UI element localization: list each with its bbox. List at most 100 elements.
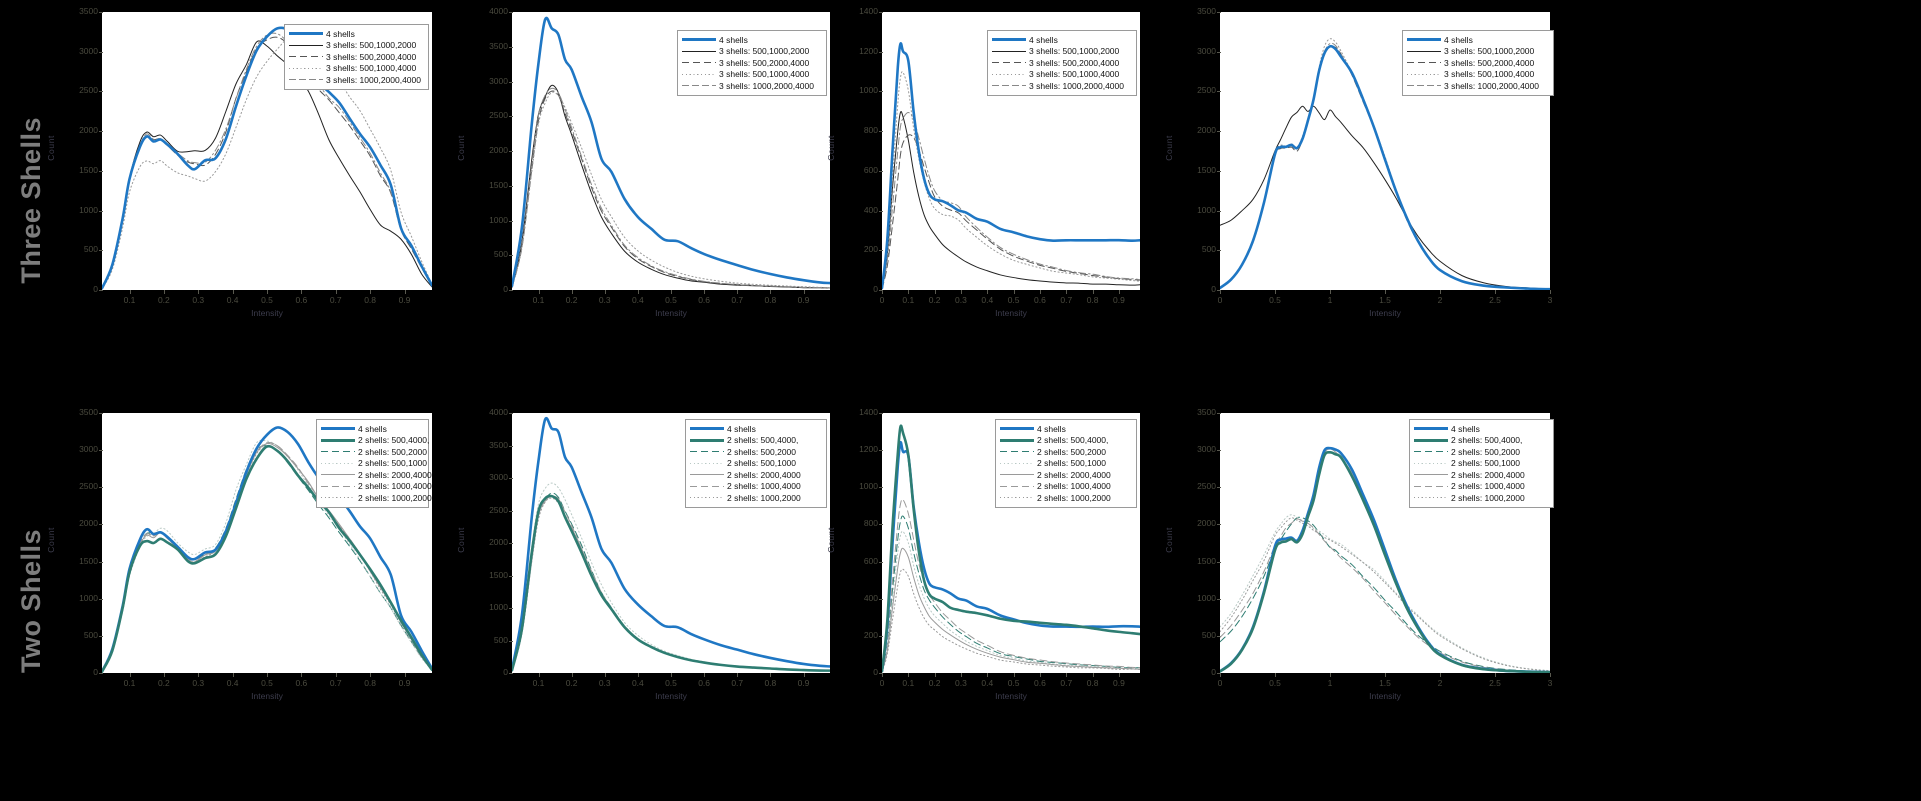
legend-item-label: 2 shells: 500,4000, <box>727 435 799 446</box>
legend-item[interactable]: 4 shells <box>682 34 821 46</box>
legend-item[interactable]: 2 shells: 2000,4000 <box>1000 469 1131 481</box>
legend-item[interactable]: 2 shells: 2000,4000 <box>1414 469 1548 481</box>
legend-item[interactable]: 3 shells: 500,1000,2000 <box>992 46 1131 58</box>
legend-item[interactable]: 3 shells: 500,1000,2000 <box>1407 46 1548 58</box>
x-axis-tick-mark <box>129 290 131 294</box>
panel-6: 0 500 1000 1500 2000 2500 3000 3500 4000 0.1 0.2 0.… <box>456 401 870 801</box>
legend-item-label: 3 shells: 1000,2000,4000 <box>719 80 814 91</box>
legend-item[interactable]: 2 shells: 2000,4000 <box>321 469 432 481</box>
legend-item[interactable]: 4 shells <box>321 423 423 435</box>
legend-item[interactable]: 3 shells: 500,2000,4000 <box>1407 57 1548 69</box>
legend-item[interactable]: 3 shells: 500,1000,4000 <box>1407 69 1548 81</box>
legend-item[interactable]: 3 shells: 1000,2000,4000 <box>682 80 821 92</box>
y-axis-label: Count <box>456 135 466 161</box>
y-axis-tick-mark <box>509 46 513 48</box>
legend-item[interactable]: 2 shells: 500,1000 <box>321 458 427 470</box>
legend-item[interactable]: 3 shells: 500,1000,2000 <box>289 40 423 52</box>
x-axis-tick-label: 1 <box>1327 678 1333 688</box>
legend-item[interactable]: 2 shells: 1000,4000 <box>1000 481 1131 493</box>
y-axis-tick-label: 1000 <box>79 204 98 215</box>
legend-item-label: 2 shells: 2000,4000 <box>1037 469 1111 480</box>
legend-item[interactable]: 3 shells: 500,1000,4000 <box>289 63 423 75</box>
y-axis-tick-label: 800 <box>863 518 878 529</box>
legend-item[interactable]: 2 shells: 1000,2000 <box>690 492 821 504</box>
y-axis-tick-label: 2500 <box>79 85 98 96</box>
legend-item[interactable]: 2 shells: 1000,2000 <box>1000 492 1131 504</box>
y-axis-tick-label: 4000 <box>489 407 508 417</box>
y-axis-tick-label: 1000 <box>489 602 508 612</box>
legend[interactable]: 4 shells 3 shells: 500,1000,2000 3 shells:… <box>677 30 827 96</box>
x-axis-label: Intensity <box>1369 308 1401 318</box>
x-axis-tick-mark <box>934 290 936 294</box>
x-axis-tick-mark <box>1550 290 1551 294</box>
legend-item-label: 3 shells: 500,1000,4000 <box>719 69 810 80</box>
legend-item[interactable]: 2 shells: 500,2000 <box>1414 446 1548 458</box>
legend-item[interactable]: 2 shells: 500,2000 <box>1000 446 1131 458</box>
x-axis-tick-label: 2.5 <box>1489 295 1501 305</box>
legend-item-label: 3 shells: 500,1000,4000 <box>326 63 417 74</box>
legend-item-label: 2 shells: 1000,2000 <box>358 492 432 503</box>
row-three-shells: Three Shells 0 500 1000 1500 2000 2500 3000 350… <box>0 0 1921 400</box>
legend-line-swatch <box>289 64 323 73</box>
legend-item[interactable]: 3 shells: 500,2000,4000 <box>682 57 821 69</box>
y-axis-tick-label: 1500 <box>1197 164 1216 175</box>
legend-item[interactable]: 2 shells: 500,4000, <box>690 435 821 447</box>
x-axis-tick-mark <box>604 290 606 294</box>
legend-item[interactable]: 4 shells <box>1414 423 1548 435</box>
legend-line-swatch <box>1000 436 1034 445</box>
legend[interactable]: 4 shells 3 shells: 500,1000,2000 3 shells:… <box>284 24 429 90</box>
legend-item[interactable]: 2 shells: 500,1000 <box>1414 458 1548 470</box>
legend-item[interactable]: 2 shells: 500,4000, <box>1414 435 1548 447</box>
legend-item-label: 2 shells: 500,1000 <box>358 458 427 469</box>
legend-item[interactable]: 4 shells <box>992 34 1131 46</box>
legend-line-swatch <box>1407 35 1441 44</box>
legend-item[interactable]: 4 shells <box>289 28 423 40</box>
legend-item[interactable]: 4 shells <box>690 423 821 435</box>
legend-item[interactable]: 2 shells: 1000,2000 <box>1414 492 1548 504</box>
legend-item[interactable]: 3 shells: 500,2000,4000 <box>992 57 1131 69</box>
legend-item[interactable]: 4 shells <box>1000 423 1131 435</box>
y-axis-tick-label: 0 <box>1211 284 1216 294</box>
legend-item[interactable]: 2 shells: 1000,2000 <box>321 492 432 504</box>
legend-item[interactable]: 2 shells: 500,4000, <box>1000 435 1131 447</box>
y-axis-tick-mark <box>879 524 883 526</box>
legend-item[interactable]: 3 shells: 500,1000,4000 <box>682 69 821 81</box>
series-line <box>1220 518 1550 673</box>
legend[interactable]: 4 shells 2 shells: 500,4000, 2 shells: 500… <box>995 419 1137 508</box>
y-axis-tick-mark <box>509 608 513 609</box>
y-axis-tick-label: 3500 <box>1197 407 1216 417</box>
y-axis-tick-mark <box>509 575 513 577</box>
legend[interactable]: 4 shells 3 shells: 500,1000,2000 3 shells:… <box>1402 30 1554 96</box>
legend-line-swatch <box>1000 470 1034 479</box>
y-axis-tick-mark <box>879 210 883 212</box>
legend-item[interactable]: 3 shells: 1000,2000,4000 <box>289 74 423 86</box>
legend-item[interactable]: 2 shells: 1000,4000 <box>321 481 432 493</box>
legend-item[interactable]: 3 shells: 1000,2000,4000 <box>1407 80 1548 92</box>
legend-item[interactable]: 2 shells: 500,1000 <box>690 458 821 470</box>
legend-item[interactable]: 3 shells: 500,2000,4000 <box>289 51 423 63</box>
legend-item[interactable]: 2 shells: 500,2000 <box>321 446 427 458</box>
x-axis-tick-mark <box>704 290 706 294</box>
legend-item[interactable]: 3 shells: 1000,2000,4000 <box>992 80 1131 92</box>
x-axis-tick-mark <box>1066 673 1068 677</box>
legend-item[interactable]: 2 shells: 2000,4000 <box>690 469 821 481</box>
legend-item[interactable]: 2 shells: 500,2000 <box>690 446 821 458</box>
y-axis-tick-label: 1500 <box>1197 555 1216 566</box>
legend-item-label: 4 shells <box>727 423 756 434</box>
legend-item[interactable]: 2 shells: 500,4000, <box>321 435 429 447</box>
legend-item[interactable]: 2 shells: 500,1000 <box>1000 458 1131 470</box>
legend-item[interactable]: 3 shells: 500,1000,2000 <box>682 46 821 58</box>
x-axis-tick-label: 0.9 <box>398 678 411 688</box>
legend-item[interactable]: 2 shells: 1000,4000 <box>690 481 821 493</box>
legend-item[interactable]: 2 shells: 1000,4000 <box>1414 481 1548 493</box>
legend-item[interactable]: 4 shells <box>1407 34 1548 46</box>
legend[interactable]: 4 shells 2 shells: 500,4000, 2 shells: 500… <box>685 419 827 508</box>
legend[interactable]: 4 shells 2 shells: 500,4000, 2 shells: 500… <box>316 419 432 508</box>
x-axis-tick-label: 0.8 <box>364 295 377 305</box>
legend-item-label: 2 shells: 500,1000 <box>1451 458 1520 469</box>
legend[interactable]: 4 shells 2 shells: 500,4000, 2 shells: 500… <box>1409 419 1554 508</box>
x-axis-tick-label: 0.2 <box>157 295 170 305</box>
legend-line-swatch <box>992 47 1026 56</box>
legend[interactable]: 4 shells 3 shells: 500,1000,2000 3 shells:… <box>987 30 1137 96</box>
legend-item[interactable]: 3 shells: 500,1000,4000 <box>992 69 1131 81</box>
